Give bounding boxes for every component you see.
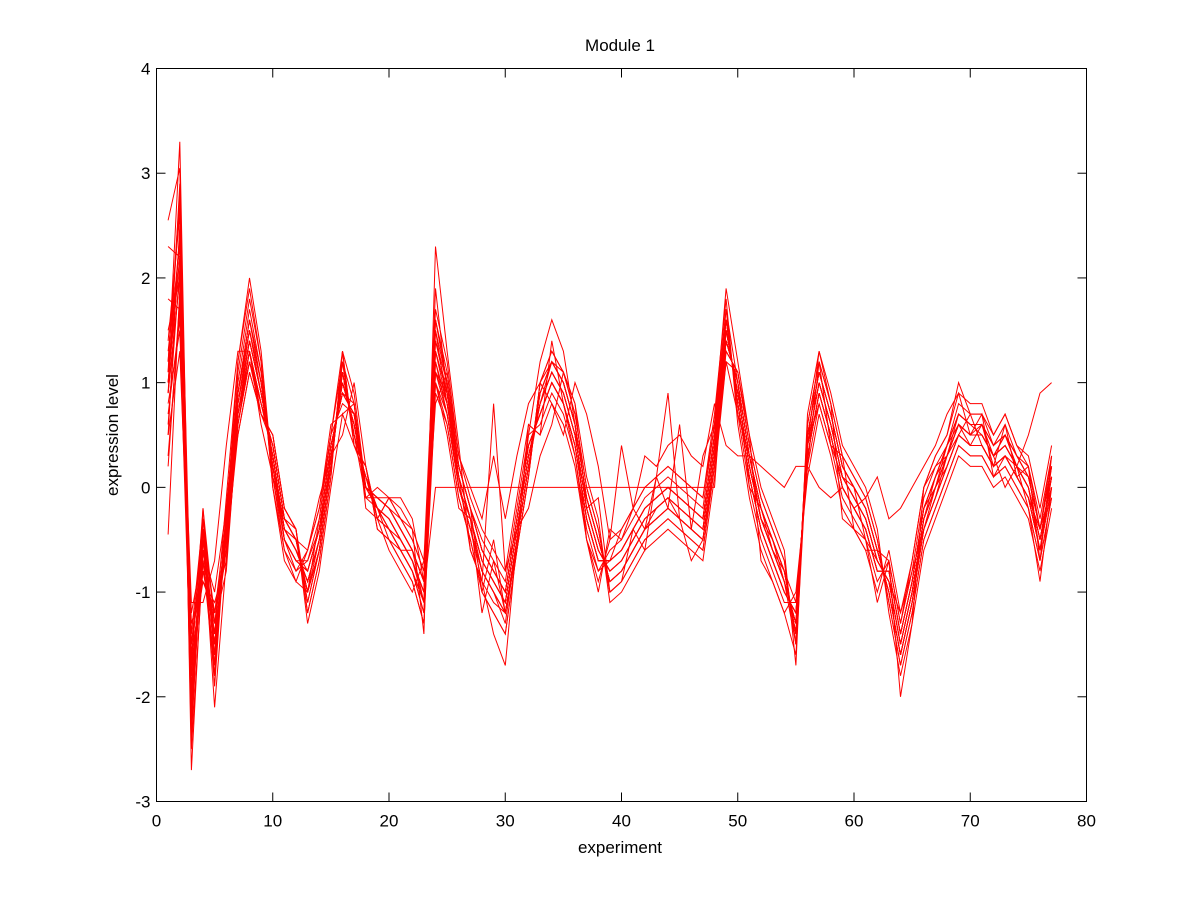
x-axis-label: experiment: [578, 838, 662, 857]
x-tick-label: 10: [263, 812, 282, 831]
series-line-24: [167, 235, 1053, 666]
y-tick-label: 1: [141, 374, 150, 393]
x-tick-label: 80: [1077, 812, 1096, 831]
y-tick-label: 0: [141, 478, 150, 497]
chart-title: Module 1: [585, 36, 655, 55]
y-axis-label: expression level: [103, 374, 122, 496]
x-tick-label: 50: [728, 812, 747, 831]
series-line-6: [167, 194, 1053, 666]
y-tick-label: -2: [135, 688, 150, 707]
x-tick-label: 40: [612, 812, 631, 831]
tick-label-layer: 0 10 20 30 40 50 60 70 80 -3 -2 -1 0 1 2 3 4: [135, 60, 1096, 831]
y-tick-label: 4: [141, 60, 150, 79]
y-tick-label: 2: [141, 269, 150, 288]
series-line-14: [167, 183, 1053, 729]
series-layer: [167, 141, 1053, 771]
x-tick-label: 0: [152, 812, 161, 831]
y-tick-label: -1: [135, 583, 150, 602]
series-line-19: [167, 256, 1053, 676]
x-tick-label: 30: [496, 812, 515, 831]
y-tick-label: -3: [135, 793, 150, 812]
series-line-22: [167, 309, 1052, 603]
x-tick-label: 20: [380, 812, 399, 831]
plot-frame: [156, 68, 1087, 802]
x-tick-label: 60: [845, 812, 864, 831]
series-line-23: [167, 277, 1053, 708]
y-tick-label: 3: [141, 164, 150, 183]
series-line-15: [167, 246, 1053, 697]
x-tick-label: 70: [961, 812, 980, 831]
series-line-16: [167, 246, 1053, 708]
